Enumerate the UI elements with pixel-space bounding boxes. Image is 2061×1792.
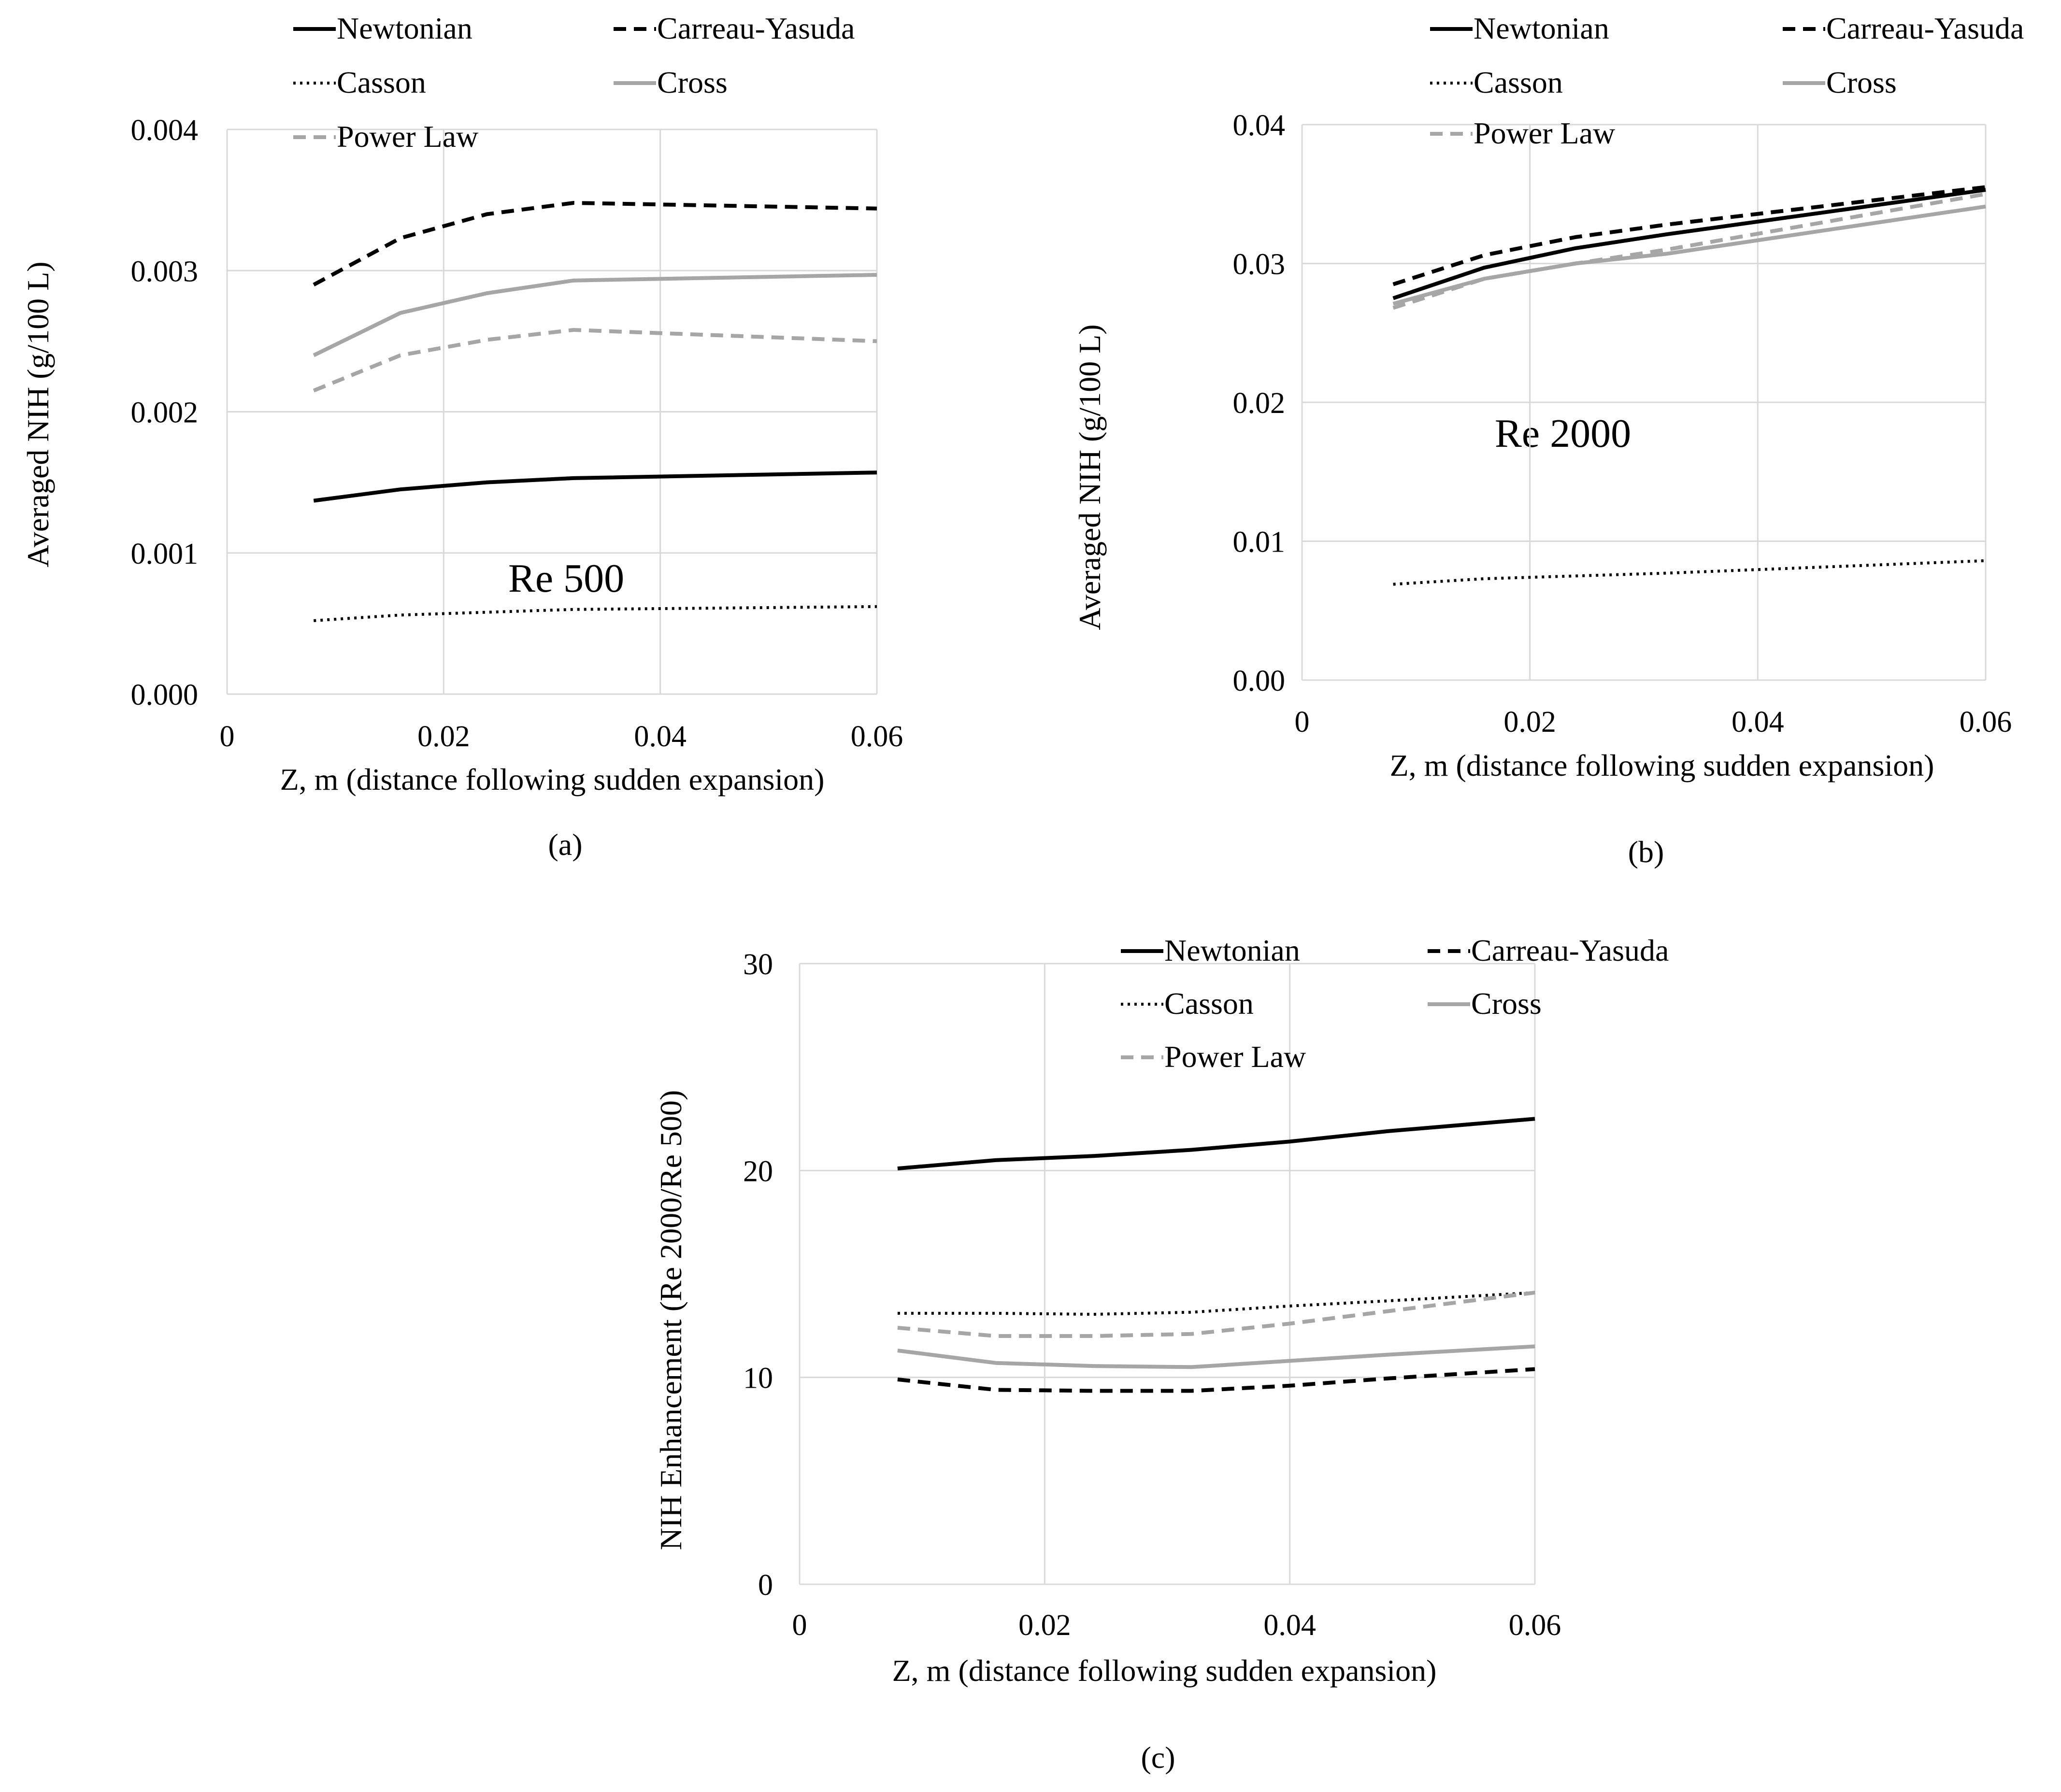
- panel-b-series-power-law: [1392, 192, 1986, 310]
- panel-a-legend-label-casson: Casson: [337, 65, 426, 100]
- panel-a-caption: (a): [548, 827, 582, 862]
- panel-a-legend-label-cross: Cross: [657, 65, 728, 100]
- panel-b-series-casson: [1393, 559, 1986, 586]
- panel-a-ytick-label: 0.004: [131, 114, 199, 147]
- panel-b: Re 2000 Z, m (distance following sudden …: [1073, 11, 2024, 869]
- panel-a-xlabel: Z, m (distance following sudden expansio…: [280, 762, 825, 796]
- panel-a-xtick-label: 0: [220, 720, 235, 753]
- panel-b-ytick-label: 0.02: [1233, 387, 1286, 420]
- panel-b-xtick-label: 0: [1295, 706, 1310, 739]
- panel-c-legend-label-cross: Cross: [1471, 986, 1542, 1021]
- panel-a-series-newtonian: [313, 470, 877, 503]
- panel-b-ytick-label: 0.00: [1233, 665, 1286, 697]
- panel-a-ytick-label: 0.002: [131, 397, 199, 429]
- panel-c-legend-label-power-law: Power Law: [1164, 1039, 1306, 1074]
- panel-a: Re 500 Z, m (distance following sudden e…: [21, 11, 903, 862]
- panel-c-xtick-label: 0.02: [1018, 1609, 1071, 1642]
- panel-a-series-cross: [313, 273, 877, 357]
- panel-b-xtick-label: 0.06: [1960, 706, 2012, 739]
- panel-b-ylabel: Averaged NIH (g/100 L): [1073, 324, 1107, 630]
- panel-c-xtick-label: 0: [792, 1609, 807, 1642]
- panel-b-ytick-label: 0.04: [1233, 109, 1286, 142]
- panel-c-ytick-label: 20: [743, 1155, 773, 1188]
- panel-a-legend-label-power-law: Power Law: [337, 119, 478, 154]
- panel-c-ylabel: NIH Enhancement (Re 2000/Re 500): [654, 1090, 688, 1550]
- panel-b-caption: (b): [1628, 835, 1664, 869]
- panel-c-series-carreau-yasuda: [897, 1367, 1535, 1393]
- panel-b-xtick-label: 0.02: [1503, 706, 1556, 739]
- panel-b-legend-label-newtonian: Newtonian: [1474, 11, 1609, 45]
- panel-b-ytick-label: 0.01: [1233, 526, 1286, 559]
- panel-b-legend-label-cross: Cross: [1826, 65, 1897, 100]
- panel-c-ytick-label: 30: [743, 948, 773, 981]
- panel-c-series-power-law: [897, 1291, 1535, 1338]
- panel-c-legend-label-newtonian: Newtonian: [1164, 933, 1300, 967]
- panel-c-legend-label-carreau-yasuda: Carreau-Yasuda: [1471, 933, 1669, 967]
- panel-a-xtick-label: 0.02: [417, 720, 470, 753]
- panel-c: Z, m (distance following sudden expansio…: [654, 933, 1669, 1775]
- panel-a-ytick-label: 0.000: [131, 679, 199, 711]
- panel-a-ytick-label: 0.001: [131, 538, 199, 570]
- panel-b-ytick-label: 0.03: [1233, 248, 1286, 281]
- panel-b-legend-label-casson: Casson: [1474, 65, 1563, 100]
- panel-a-ylabel: Averaged NIH (g/100 L): [21, 261, 55, 567]
- panel-b-xtick-label: 0.04: [1732, 706, 1784, 739]
- panel-b-annotation: Re 2000: [1495, 411, 1631, 456]
- panel-a-annotation: Re 500: [508, 556, 624, 601]
- panel-c-legend-label-casson: Casson: [1164, 986, 1254, 1021]
- panel-a-series-power-law: [313, 328, 877, 393]
- panel-a-xtick-label: 0.04: [634, 720, 687, 753]
- panel-c-ytick-label: 10: [743, 1362, 773, 1395]
- panel-a-ytick-label: 0.003: [131, 255, 199, 288]
- panel-c-series-newtonian: [897, 1117, 1535, 1171]
- panel-c-series-cross: [897, 1344, 1535, 1369]
- panel-a-legend-label-carreau-yasuda: Carreau-Yasuda: [657, 11, 855, 45]
- panel-c-ytick-label: 0: [758, 1569, 773, 1602]
- panel-b-series-carreau-yasuda: [1392, 185, 1986, 286]
- panel-b-legend-label-carreau-yasuda: Carreau-Yasuda: [1826, 11, 2024, 45]
- panel-c-xtick-label: 0.04: [1263, 1609, 1316, 1642]
- panel-c-caption: (c): [1141, 1740, 1175, 1775]
- panel-a-xtick-label: 0.06: [851, 720, 903, 753]
- panel-c-xtick-label: 0.06: [1509, 1609, 1561, 1642]
- panel-a-series-casson: [314, 605, 877, 622]
- panel-c-xlabel: Z, m (distance following sudden expansio…: [892, 1653, 1437, 1688]
- panel-a-series-carreau-yasuda: [313, 201, 877, 287]
- panel-b-series-newtonian: [1392, 188, 1986, 300]
- panel-a-legend-label-newtonian: Newtonian: [337, 11, 472, 45]
- panel-b-legend-label-power-law: Power Law: [1474, 116, 1615, 150]
- panel-c-series-casson: [897, 1291, 1535, 1316]
- panel-b-xlabel: Z, m (distance following sudden expansio…: [1390, 748, 1934, 782]
